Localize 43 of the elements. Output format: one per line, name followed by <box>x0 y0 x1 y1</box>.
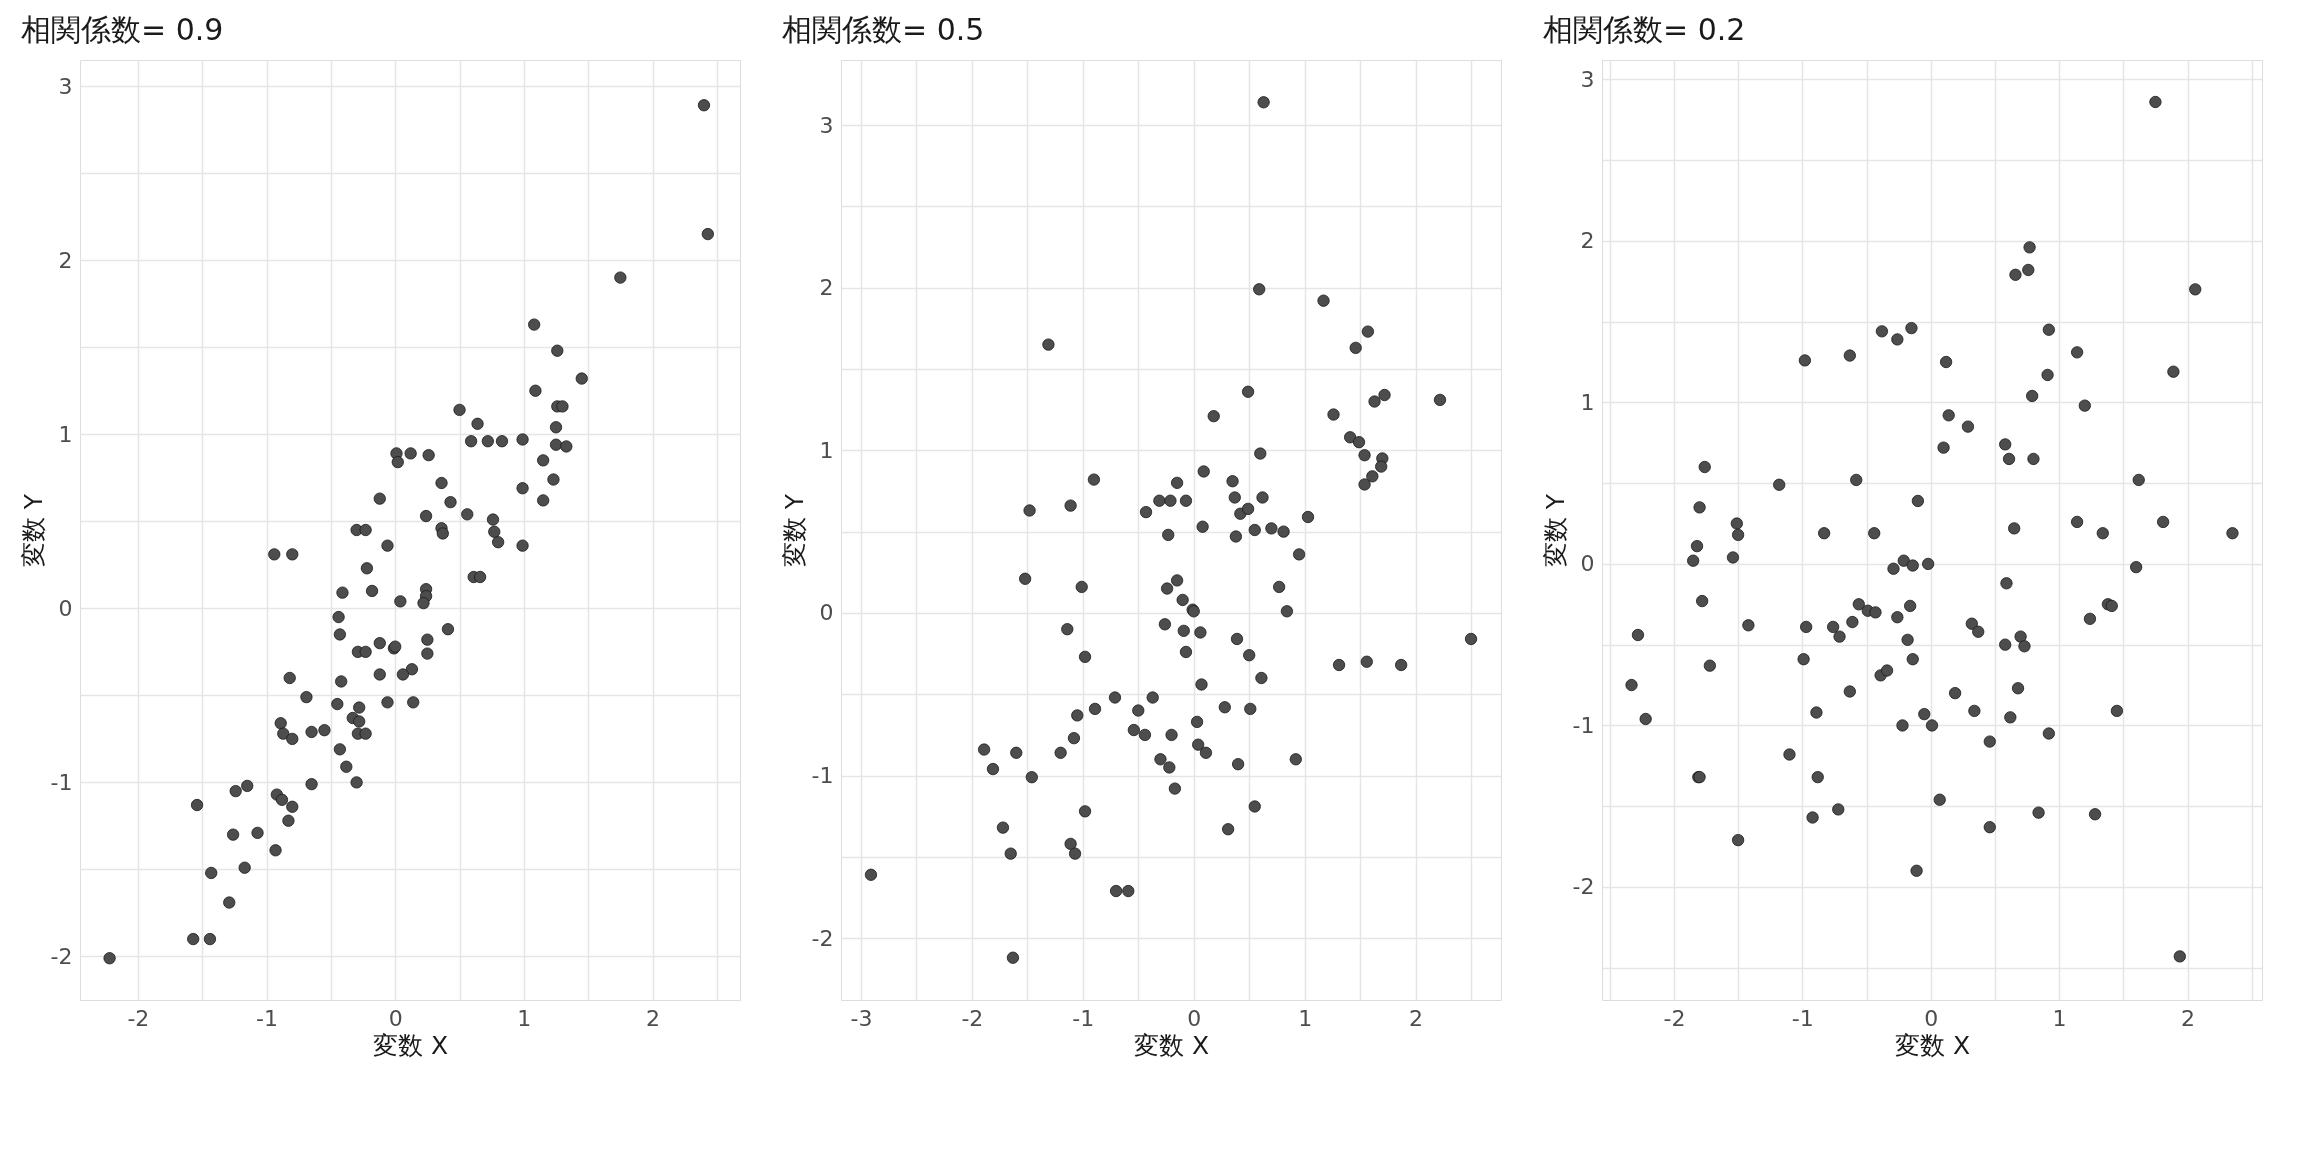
y-tick-label: -1 <box>1572 712 1595 738</box>
chart-title: 相関係数= 0.2 <box>1543 12 1746 47</box>
x-tick-label: 0 <box>1924 1005 1939 1031</box>
y-tick-label: 2 <box>819 275 834 301</box>
x-tick-label: 1 <box>2052 1005 2067 1031</box>
x-tick-label: -2 <box>127 1005 150 1031</box>
y-tick-label: -2 <box>1572 874 1595 900</box>
x-tick-label: 2 <box>646 1005 661 1031</box>
x-axis-title: 変数 X <box>1133 1030 1210 1060</box>
x-tick-label: -1 <box>1072 1005 1095 1031</box>
y-tick-label: 1 <box>58 421 73 447</box>
y-tick-label: -2 <box>50 943 73 969</box>
y-tick-label: 0 <box>1580 551 1595 577</box>
x-tick-label: -3 <box>850 1005 873 1031</box>
y-tick-label: 2 <box>58 247 73 273</box>
y-tick-label: 2 <box>1580 228 1595 254</box>
y-tick-label: 1 <box>1580 389 1595 415</box>
x-axis-title: 変数 X <box>1894 1030 1971 1060</box>
y-tick-label: 3 <box>58 73 73 99</box>
x-tick-label: -2 <box>961 1005 984 1031</box>
y-tick-label: -1 <box>50 769 73 795</box>
chart-title: 相関係数= 0.5 <box>782 12 985 47</box>
x-tick-label: 2 <box>2181 1005 2196 1031</box>
x-tick-label: 0 <box>388 1005 403 1031</box>
x-axis-title: 変数 X <box>372 1030 449 1060</box>
x-tick-label: 2 <box>1409 1005 1424 1031</box>
x-tick-label: 0 <box>1187 1005 1202 1031</box>
x-tick-label: 1 <box>517 1005 532 1031</box>
chart-title: 相関係数= 0.9 <box>21 12 224 47</box>
y-tick-label: -1 <box>811 763 834 789</box>
x-tick-label: -1 <box>256 1005 279 1031</box>
y-tick-label: 0 <box>819 600 834 626</box>
x-tick-label: -1 <box>1791 1005 1814 1031</box>
x-tick-label: -2 <box>1663 1005 1686 1031</box>
y-axis-title: 変数 Y <box>18 493 48 568</box>
y-tick-label: 3 <box>1580 66 1595 92</box>
y-tick-label: 3 <box>819 112 834 138</box>
y-tick-label: -2 <box>811 925 834 951</box>
y-axis-title: 変数 Y <box>779 493 809 568</box>
y-axis-title: 変数 Y <box>1540 493 1570 568</box>
x-tick-label: 1 <box>1298 1005 1313 1031</box>
y-tick-label: 1 <box>819 437 834 463</box>
y-tick-label: 0 <box>58 595 73 621</box>
